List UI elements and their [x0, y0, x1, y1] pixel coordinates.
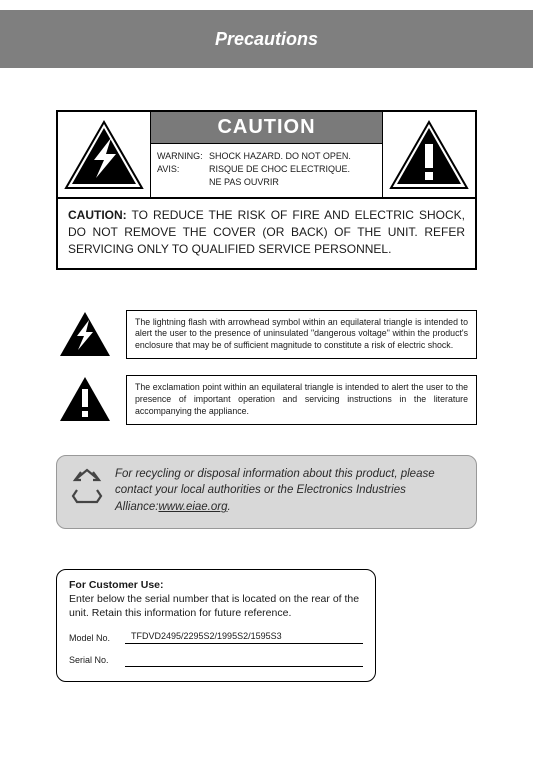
serial-field: Serial No. [69, 654, 363, 666]
customer-instructions: Enter below the serial number that is lo… [69, 592, 363, 620]
avis-spacer [157, 176, 209, 189]
caution-title: CAUTION [151, 112, 382, 144]
lightning-explain-text: The lightning flash with arrowhead symbo… [126, 310, 477, 360]
serial-label: Serial No. [69, 654, 125, 666]
caution-mid: CAUTION WARNING: SHOCK HAZARD. DO NOT OP… [150, 112, 383, 197]
caution-warning-lines: WARNING: SHOCK HAZARD. DO NOT OPEN. AVIS… [151, 144, 382, 197]
model-label: Model No. [69, 632, 125, 644]
page-title: Precautions [215, 29, 318, 50]
serial-value[interactable] [125, 655, 363, 667]
lightning-small-icon [56, 310, 114, 358]
header-band: Precautions [0, 10, 533, 68]
recycle-text: For recycling or disposal information ab… [115, 466, 462, 516]
exclaim-explain-row: The exclamation point within an equilate… [56, 375, 477, 425]
recycle-icon [71, 466, 105, 511]
recycle-post: . [228, 501, 231, 513]
exclaim-triangle-icon [383, 112, 475, 197]
caution-box: CAUTION WARNING: SHOCK HAZARD. DO NOT OP… [56, 110, 477, 270]
customer-heading: For Customer Use: [69, 578, 363, 592]
exclaim-explain-text: The exclamation point within an equilate… [126, 375, 477, 425]
caution-body-text: TO REDUCE THE RISK OF FIRE AND ELECTRIC … [68, 208, 465, 256]
customer-use-box: For Customer Use: Enter below the serial… [56, 569, 376, 682]
exclaim-small-icon [56, 375, 114, 423]
avis-line1: RISQUE DE CHOC ELECTRIQUE. [209, 163, 350, 176]
caution-body: CAUTION: TO REDUCE THE RISK OF FIRE AND … [58, 199, 475, 267]
lightning-triangle-icon [58, 112, 150, 197]
recycle-box: For recycling or disposal information ab… [56, 455, 477, 529]
warning-text: SHOCK HAZARD. DO NOT OPEN. [209, 150, 351, 163]
warning-label: WARNING: [157, 150, 209, 163]
avis-label: AVIS: [157, 163, 209, 176]
model-field: Model No. TFDVD2495/2295S2/1995S2/1595S3 [69, 630, 363, 644]
caution-top-row: CAUTION WARNING: SHOCK HAZARD. DO NOT OP… [58, 112, 475, 199]
content-area: CAUTION WARNING: SHOCK HAZARD. DO NOT OP… [0, 110, 533, 682]
caution-body-lead: CAUTION: [68, 208, 127, 222]
lightning-explain-row: The lightning flash with arrowhead symbo… [56, 310, 477, 360]
model-value: TFDVD2495/2295S2/1995S2/1595S3 [125, 630, 363, 644]
recycle-link[interactable]: www.eiae.org [158, 501, 227, 513]
avis-line2: NE PAS OUVRIR [209, 176, 279, 189]
